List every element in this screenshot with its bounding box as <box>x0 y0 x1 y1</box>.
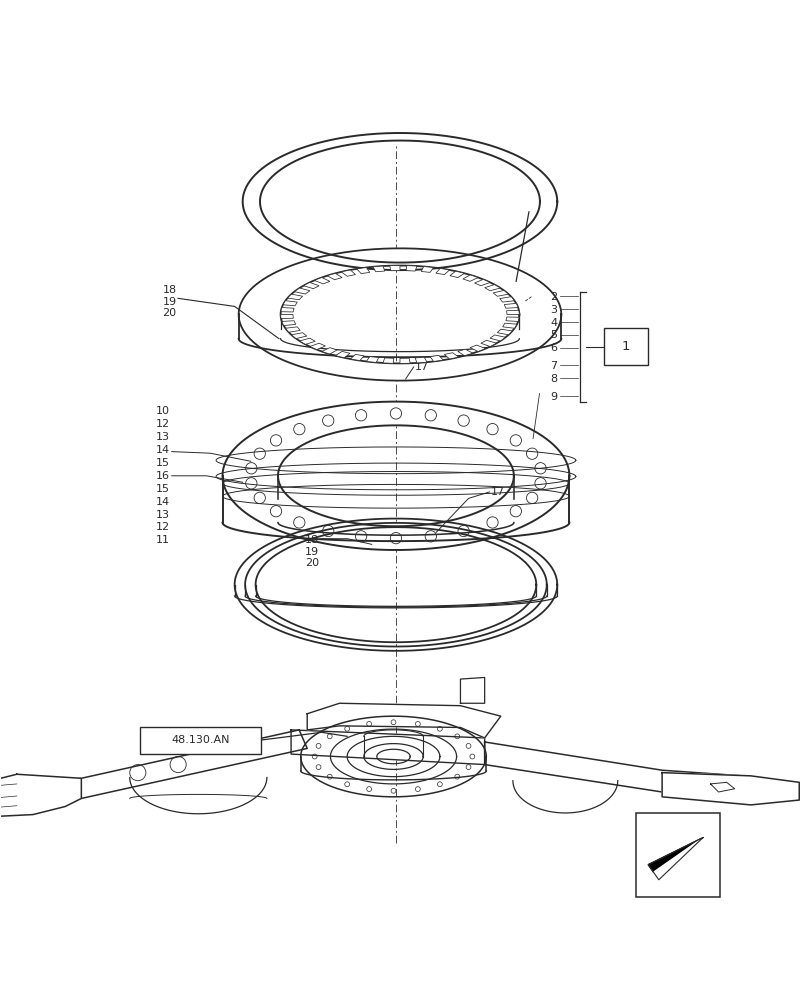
Polygon shape <box>430 355 444 361</box>
Polygon shape <box>389 266 400 271</box>
Polygon shape <box>0 774 82 816</box>
Text: 17: 17 <box>491 487 505 497</box>
Polygon shape <box>309 343 326 350</box>
FancyBboxPatch shape <box>604 328 647 365</box>
Text: 4: 4 <box>550 318 558 328</box>
Bar <box>637 813 720 897</box>
Polygon shape <box>504 303 518 308</box>
Text: 14: 14 <box>156 445 170 455</box>
Polygon shape <box>415 357 427 363</box>
Polygon shape <box>307 703 501 738</box>
Polygon shape <box>406 266 417 271</box>
Polygon shape <box>506 317 520 321</box>
Text: 48.130.AN: 48.130.AN <box>171 735 230 745</box>
Polygon shape <box>327 273 342 280</box>
FancyBboxPatch shape <box>141 727 261 754</box>
Text: 3: 3 <box>550 305 558 315</box>
Polygon shape <box>341 270 356 276</box>
Polygon shape <box>222 402 570 550</box>
Polygon shape <box>474 279 490 286</box>
Text: 2: 2 <box>550 292 558 302</box>
Text: 8: 8 <box>550 374 558 384</box>
Polygon shape <box>314 277 330 284</box>
Polygon shape <box>285 327 301 332</box>
Polygon shape <box>648 838 703 872</box>
Text: 18: 18 <box>162 285 176 295</box>
Text: 19: 19 <box>162 297 176 307</box>
Text: 11: 11 <box>156 535 170 545</box>
Text: 15: 15 <box>156 458 170 468</box>
Polygon shape <box>282 321 296 326</box>
Polygon shape <box>710 782 734 792</box>
Polygon shape <box>461 677 485 703</box>
Text: 12: 12 <box>156 419 170 429</box>
Text: 19: 19 <box>305 547 319 557</box>
Text: 7: 7 <box>550 361 558 371</box>
Polygon shape <box>242 133 558 270</box>
Polygon shape <box>436 268 449 275</box>
Polygon shape <box>450 271 465 278</box>
Polygon shape <box>662 773 799 805</box>
Text: 9: 9 <box>550 392 558 402</box>
Text: 20: 20 <box>305 558 319 568</box>
Text: 14: 14 <box>156 497 170 507</box>
Text: 1: 1 <box>621 340 630 353</box>
Polygon shape <box>322 348 337 354</box>
Polygon shape <box>291 730 485 765</box>
Polygon shape <box>238 248 562 381</box>
Polygon shape <box>400 358 410 363</box>
Polygon shape <box>499 297 515 302</box>
Polygon shape <box>300 338 315 344</box>
Polygon shape <box>294 288 310 294</box>
Text: 6: 6 <box>550 343 558 353</box>
Polygon shape <box>292 333 307 339</box>
Polygon shape <box>288 294 303 300</box>
Text: 5: 5 <box>550 330 558 340</box>
Polygon shape <box>335 351 350 358</box>
Polygon shape <box>280 314 293 319</box>
Polygon shape <box>503 323 517 328</box>
Polygon shape <box>463 275 478 281</box>
Polygon shape <box>283 301 297 306</box>
Text: 13: 13 <box>156 510 170 520</box>
Polygon shape <box>222 523 570 541</box>
Polygon shape <box>421 267 434 272</box>
Text: 17: 17 <box>415 362 429 372</box>
Polygon shape <box>373 266 385 272</box>
Polygon shape <box>470 345 486 351</box>
Polygon shape <box>356 268 370 274</box>
Polygon shape <box>351 354 364 361</box>
Polygon shape <box>481 340 497 347</box>
Polygon shape <box>303 282 319 289</box>
Text: 20: 20 <box>162 308 176 318</box>
Polygon shape <box>507 310 520 314</box>
Text: 12: 12 <box>156 522 170 532</box>
Text: 13: 13 <box>156 432 170 442</box>
Polygon shape <box>493 290 508 296</box>
Polygon shape <box>281 308 294 312</box>
Polygon shape <box>383 358 393 363</box>
Polygon shape <box>498 329 512 335</box>
Polygon shape <box>485 742 743 794</box>
Polygon shape <box>458 349 473 356</box>
Text: 10: 10 <box>156 406 170 416</box>
Polygon shape <box>17 730 307 800</box>
Polygon shape <box>490 335 506 341</box>
Polygon shape <box>444 353 459 359</box>
Text: 18: 18 <box>305 535 319 545</box>
Text: 16: 16 <box>156 471 170 481</box>
Polygon shape <box>485 285 500 291</box>
Polygon shape <box>366 357 379 362</box>
Text: 15: 15 <box>156 484 170 494</box>
Polygon shape <box>654 838 703 880</box>
